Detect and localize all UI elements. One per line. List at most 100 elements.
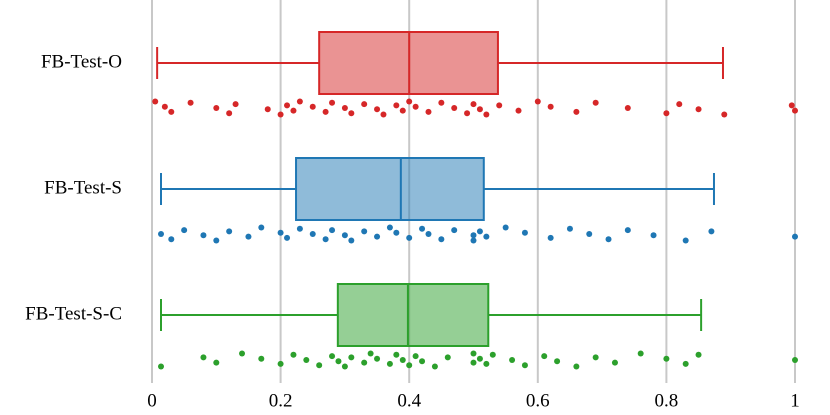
point (329, 99, 336, 106)
point (245, 233, 252, 240)
point (213, 359, 220, 366)
point (419, 358, 426, 365)
point (476, 106, 483, 113)
point (534, 98, 541, 105)
box (295, 157, 485, 221)
point (792, 107, 798, 114)
point (329, 353, 336, 360)
point (663, 110, 670, 117)
point (374, 355, 381, 362)
point (152, 98, 159, 105)
point (406, 362, 413, 369)
point (168, 108, 175, 115)
point (277, 229, 284, 236)
point (303, 357, 310, 363)
category-label: FB-Test-O (41, 51, 122, 72)
point (399, 357, 406, 363)
point (399, 107, 406, 114)
point (374, 233, 381, 240)
point (341, 363, 348, 370)
point (309, 231, 316, 237)
point (586, 231, 593, 237)
point (284, 102, 291, 109)
point (158, 231, 165, 237)
point (470, 350, 477, 357)
point (158, 363, 165, 370)
point (419, 225, 426, 232)
point (682, 360, 689, 367)
point (431, 363, 438, 370)
point (650, 232, 657, 239)
point (277, 111, 284, 118)
point (470, 237, 477, 244)
point (213, 105, 220, 111)
point (239, 350, 246, 357)
point (290, 351, 297, 358)
point (264, 106, 271, 113)
point (322, 236, 329, 243)
point (496, 102, 503, 109)
point (451, 227, 458, 234)
point (464, 110, 471, 117)
point (438, 236, 445, 243)
point (406, 98, 413, 105)
point (470, 359, 477, 366)
point (412, 103, 419, 110)
point (624, 227, 631, 234)
x-tick-label: 0 (147, 390, 157, 411)
point (168, 236, 175, 243)
point (792, 233, 798, 240)
x-tick-label: 0.4 (397, 390, 421, 411)
point (406, 234, 413, 241)
point (187, 99, 194, 106)
point (547, 234, 554, 241)
point (290, 107, 297, 114)
point (483, 233, 490, 240)
point (676, 101, 683, 108)
point (386, 224, 393, 231)
point (361, 228, 368, 235)
point (213, 237, 220, 244)
point (322, 108, 329, 115)
point (541, 353, 548, 360)
point (277, 360, 284, 367)
point (329, 227, 336, 234)
point (605, 236, 612, 243)
point (721, 111, 728, 118)
point (181, 227, 188, 234)
point (393, 229, 400, 236)
point (592, 354, 599, 361)
point (483, 111, 490, 118)
point (200, 232, 207, 239)
point (348, 354, 355, 361)
point (348, 237, 355, 244)
x-tick-label: 0.6 (526, 390, 550, 411)
point (438, 99, 445, 106)
x-tick-label: 0.8 (655, 390, 679, 411)
point (309, 103, 316, 110)
point (374, 106, 381, 113)
point (515, 107, 522, 114)
category-label: FB-Test-S-C (25, 303, 122, 324)
point (226, 228, 233, 235)
point (521, 362, 528, 369)
point (200, 354, 207, 361)
point (611, 359, 618, 366)
point (483, 360, 490, 367)
point (296, 98, 303, 105)
point (386, 360, 393, 367)
point (425, 108, 432, 115)
point (393, 102, 400, 109)
point (695, 106, 702, 113)
point (521, 229, 528, 236)
point (451, 105, 458, 111)
point (335, 358, 342, 365)
point (547, 103, 554, 110)
x-tick-label: 1 (790, 390, 800, 411)
point (663, 355, 670, 362)
point (470, 232, 477, 239)
point (296, 225, 303, 232)
point (566, 225, 573, 232)
point (412, 353, 419, 360)
